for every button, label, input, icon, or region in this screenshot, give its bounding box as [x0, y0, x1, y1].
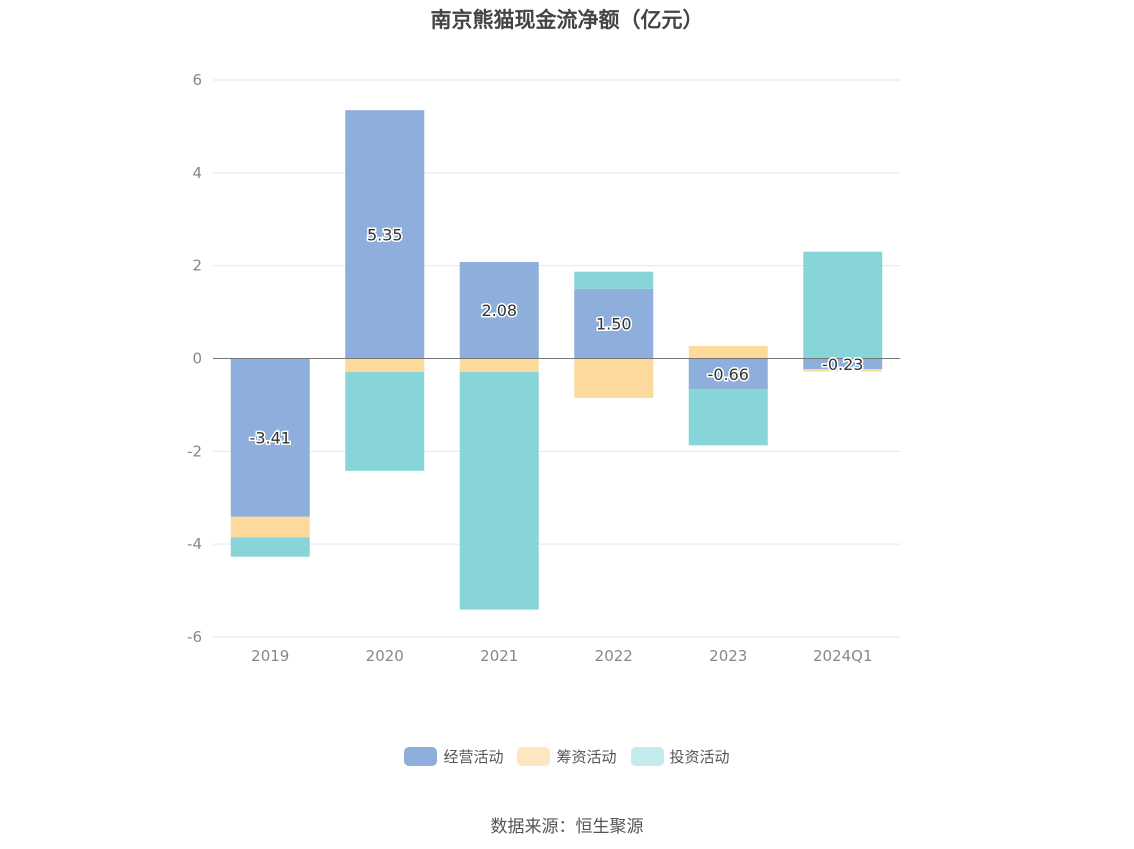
data-label: -0.23	[822, 355, 863, 374]
x-tick-label: 2022	[595, 647, 633, 665]
x-tick-label: 2020	[366, 647, 404, 665]
legend: 经营活动 筹资活动 投资活动	[0, 746, 1134, 767]
legend-swatch-operating	[404, 747, 438, 766]
bar-operating-2020[interactable]	[345, 110, 425, 359]
bar-investing-2019[interactable]	[230, 537, 310, 557]
bar-financing-2022[interactable]	[574, 358, 654, 398]
legend-item-operating[interactable]: 经营活动	[404, 746, 503, 767]
data-label: -0.66	[708, 365, 749, 384]
data-source: 数据来源：恒生聚源	[490, 817, 644, 837]
legend-swatch-financing	[517, 747, 551, 766]
bar-investing-2022[interactable]	[574, 271, 654, 289]
y-tick-label: 6	[192, 71, 202, 89]
data-label: -3.41	[250, 429, 291, 448]
bar-investing-2023[interactable]	[688, 389, 768, 446]
x-tick-label: 2021	[480, 647, 518, 665]
x-tick-label: 2023	[709, 647, 747, 665]
chart-title: 南京熊猫现金流净额（亿元）	[430, 8, 704, 32]
x-tick-label: 2019	[251, 647, 289, 665]
bars	[230, 110, 883, 610]
bar-investing-2021[interactable]	[459, 371, 539, 610]
bar-financing-2021[interactable]	[459, 358, 539, 372]
legend-label-investing: 投资活动	[669, 748, 730, 766]
bar-financing-2020[interactable]	[345, 358, 425, 372]
x-tick-label: 2024Q1	[813, 647, 873, 665]
bar-operating-2019[interactable]	[230, 358, 310, 517]
y-tick-label: 4	[192, 164, 202, 182]
y-tick-labels: 6 4 2 0 -2 -4 -6	[187, 71, 202, 646]
x-tick-labels: 2019 2020 2021 2022 2023 2024Q1	[251, 647, 872, 665]
y-tick-label: -4	[187, 535, 202, 553]
bar-operating-2021[interactable]	[459, 261, 539, 359]
legend-label-operating: 经营活动	[443, 748, 504, 766]
y-tick-label: 0	[192, 350, 202, 368]
bar-investing-2024Q1[interactable]	[803, 251, 883, 359]
data-labels: -3.41 5.35 2.08 1.50 -0.66 -0.23	[248, 224, 865, 449]
bar-operating-2024Q1[interactable]	[803, 358, 883, 370]
bar-financing-2024Q1[interactable]	[803, 369, 883, 372]
y-tick-label: -6	[187, 628, 202, 646]
y-tick-label: 2	[192, 257, 202, 275]
bar-investing-2020[interactable]	[345, 371, 425, 471]
bar-operating-2022[interactable]	[574, 288, 654, 359]
bar-operating-2023[interactable]	[688, 358, 768, 390]
data-label: 5.35	[367, 225, 403, 244]
data-label: 2.08	[481, 301, 517, 320]
bar-financing-2019[interactable]	[230, 516, 310, 538]
legend-swatch-investing	[630, 747, 664, 766]
grid-lines	[213, 79, 900, 638]
data-label: 1.50	[596, 315, 632, 334]
y-tick-label: -2	[187, 442, 202, 460]
bar-financing-2023[interactable]	[688, 345, 768, 359]
legend-item-investing[interactable]: 投资活动	[630, 746, 730, 767]
legend-label-financing: 筹资活动	[556, 748, 617, 766]
legend-item-financing[interactable]: 筹资活动	[517, 746, 617, 767]
